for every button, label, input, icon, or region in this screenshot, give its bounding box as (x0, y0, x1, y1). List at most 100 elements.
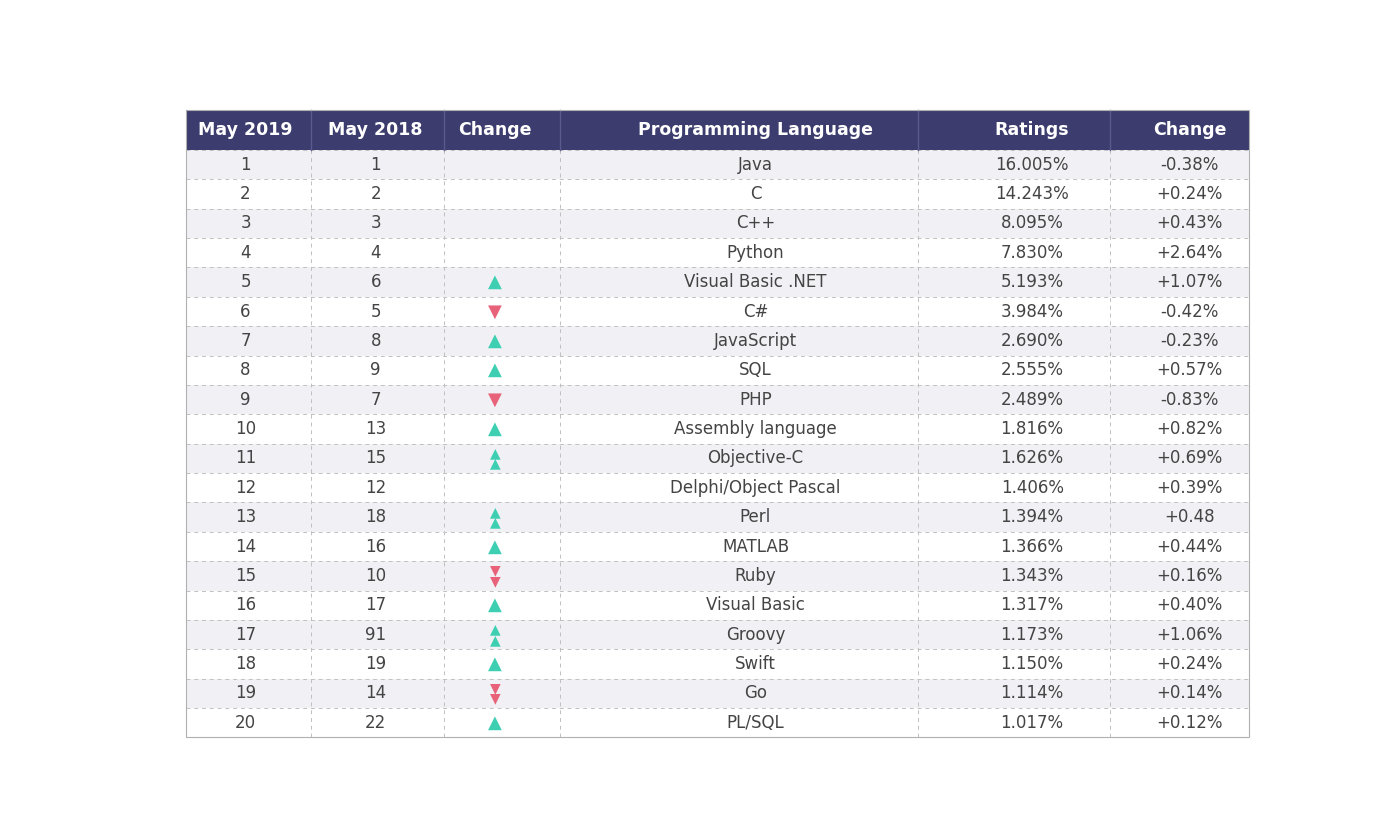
Text: 4: 4 (241, 244, 251, 262)
Text: +0.69%: +0.69% (1156, 450, 1222, 467)
Bar (186, 356, 1249, 385)
Text: 16: 16 (235, 597, 256, 614)
Text: ▲: ▲ (490, 505, 500, 519)
Text: +0.43%: +0.43% (1156, 215, 1222, 232)
Text: 12: 12 (235, 479, 256, 497)
Text: 1.317%: 1.317% (1001, 597, 1064, 614)
Text: MATLAB: MATLAB (722, 538, 790, 555)
Text: Perl: Perl (739, 508, 771, 526)
Bar (186, 326, 1249, 356)
Text: ▼: ▼ (490, 574, 500, 588)
Text: ▼: ▼ (490, 691, 500, 706)
Bar (186, 649, 1249, 679)
Text: ▲: ▲ (489, 655, 503, 673)
Text: PHP: PHP (739, 391, 771, 409)
Text: C#: C# (743, 303, 769, 320)
Text: 5: 5 (371, 303, 381, 320)
Text: +0.44%: +0.44% (1156, 538, 1222, 555)
Text: ▲: ▲ (490, 623, 500, 636)
Text: 11: 11 (235, 450, 256, 467)
Bar (186, 679, 1249, 708)
Text: May 2018: May 2018 (329, 121, 423, 139)
Text: ▲: ▲ (489, 274, 503, 291)
Text: +0.24%: +0.24% (1156, 655, 1222, 673)
Text: 16: 16 (365, 538, 386, 555)
Text: +1.06%: +1.06% (1156, 626, 1222, 644)
Bar (186, 180, 1249, 209)
Text: ▲: ▲ (489, 420, 503, 438)
Text: C++: C++ (736, 215, 776, 232)
Text: +0.12%: +0.12% (1156, 714, 1222, 732)
Text: 1.150%: 1.150% (1001, 655, 1064, 673)
Text: 18: 18 (235, 655, 256, 673)
Text: ▼: ▼ (490, 681, 500, 696)
Text: 7: 7 (371, 391, 381, 409)
Text: May 2019: May 2019 (199, 121, 293, 139)
Text: 19: 19 (235, 685, 256, 702)
Text: 13: 13 (365, 420, 386, 438)
Text: 3.984%: 3.984% (1001, 303, 1064, 320)
Text: -0.83%: -0.83% (1161, 391, 1218, 409)
Text: Change: Change (1152, 121, 1226, 139)
Bar (186, 209, 1249, 238)
Text: 18: 18 (365, 508, 386, 526)
Text: -0.23%: -0.23% (1161, 332, 1219, 350)
Text: 7: 7 (241, 332, 251, 350)
Text: ▲: ▲ (490, 515, 500, 529)
Bar (186, 620, 1249, 649)
Text: SQL: SQL (739, 362, 771, 379)
Text: +0.48: +0.48 (1165, 508, 1215, 526)
Bar (186, 268, 1249, 297)
Bar (186, 414, 1249, 444)
Text: Delphi/Object Pascal: Delphi/Object Pascal (671, 479, 840, 497)
Text: PL/SQL: PL/SQL (727, 714, 784, 732)
Text: Groovy: Groovy (725, 626, 785, 644)
Bar (186, 150, 1249, 180)
Text: 8.095%: 8.095% (1001, 215, 1064, 232)
Text: +2.64%: +2.64% (1156, 244, 1222, 262)
Text: +0.24%: +0.24% (1156, 185, 1222, 203)
Text: ▲: ▲ (489, 362, 503, 379)
Text: 17: 17 (365, 597, 386, 614)
Bar (186, 444, 1249, 473)
Text: 1.173%: 1.173% (1001, 626, 1064, 644)
Text: 15: 15 (365, 450, 386, 467)
Text: 17: 17 (235, 626, 256, 644)
Text: ▲: ▲ (490, 446, 500, 460)
Text: 1.406%: 1.406% (1001, 479, 1064, 497)
Text: +0.57%: +0.57% (1156, 362, 1222, 379)
Text: +0.16%: +0.16% (1156, 567, 1222, 585)
Text: 9: 9 (371, 362, 381, 379)
Bar (186, 297, 1249, 326)
Bar (186, 561, 1249, 591)
Text: 20: 20 (235, 714, 256, 732)
Text: Change: Change (458, 121, 532, 139)
Bar (186, 591, 1249, 620)
Text: 22: 22 (365, 714, 386, 732)
Text: 3: 3 (371, 215, 381, 232)
Text: 6: 6 (371, 274, 381, 291)
Text: ▲: ▲ (489, 597, 503, 614)
Text: 15: 15 (235, 567, 256, 585)
Text: Assembly language: Assembly language (675, 420, 837, 438)
Text: +0.39%: +0.39% (1156, 479, 1222, 497)
Text: 91: 91 (365, 626, 386, 644)
Text: Go: Go (743, 685, 767, 702)
Text: 14: 14 (235, 538, 256, 555)
Text: 10: 10 (235, 420, 256, 438)
Text: ▼: ▼ (489, 303, 503, 320)
Text: Ratings: Ratings (995, 121, 1070, 139)
Text: Visual Basic: Visual Basic (706, 597, 805, 614)
Text: Ruby: Ruby (735, 567, 777, 585)
Text: Programming Language: Programming Language (638, 121, 874, 139)
Text: 1.017%: 1.017% (1001, 714, 1064, 732)
Text: 2.555%: 2.555% (1001, 362, 1064, 379)
Text: 1.366%: 1.366% (1001, 538, 1064, 555)
Text: Objective-C: Objective-C (707, 450, 804, 467)
Bar (186, 503, 1249, 532)
Text: -0.38%: -0.38% (1161, 156, 1218, 174)
Text: ▲: ▲ (490, 456, 500, 471)
Text: ▲: ▲ (489, 714, 503, 732)
Text: 6: 6 (241, 303, 251, 320)
Text: 12: 12 (365, 479, 386, 497)
